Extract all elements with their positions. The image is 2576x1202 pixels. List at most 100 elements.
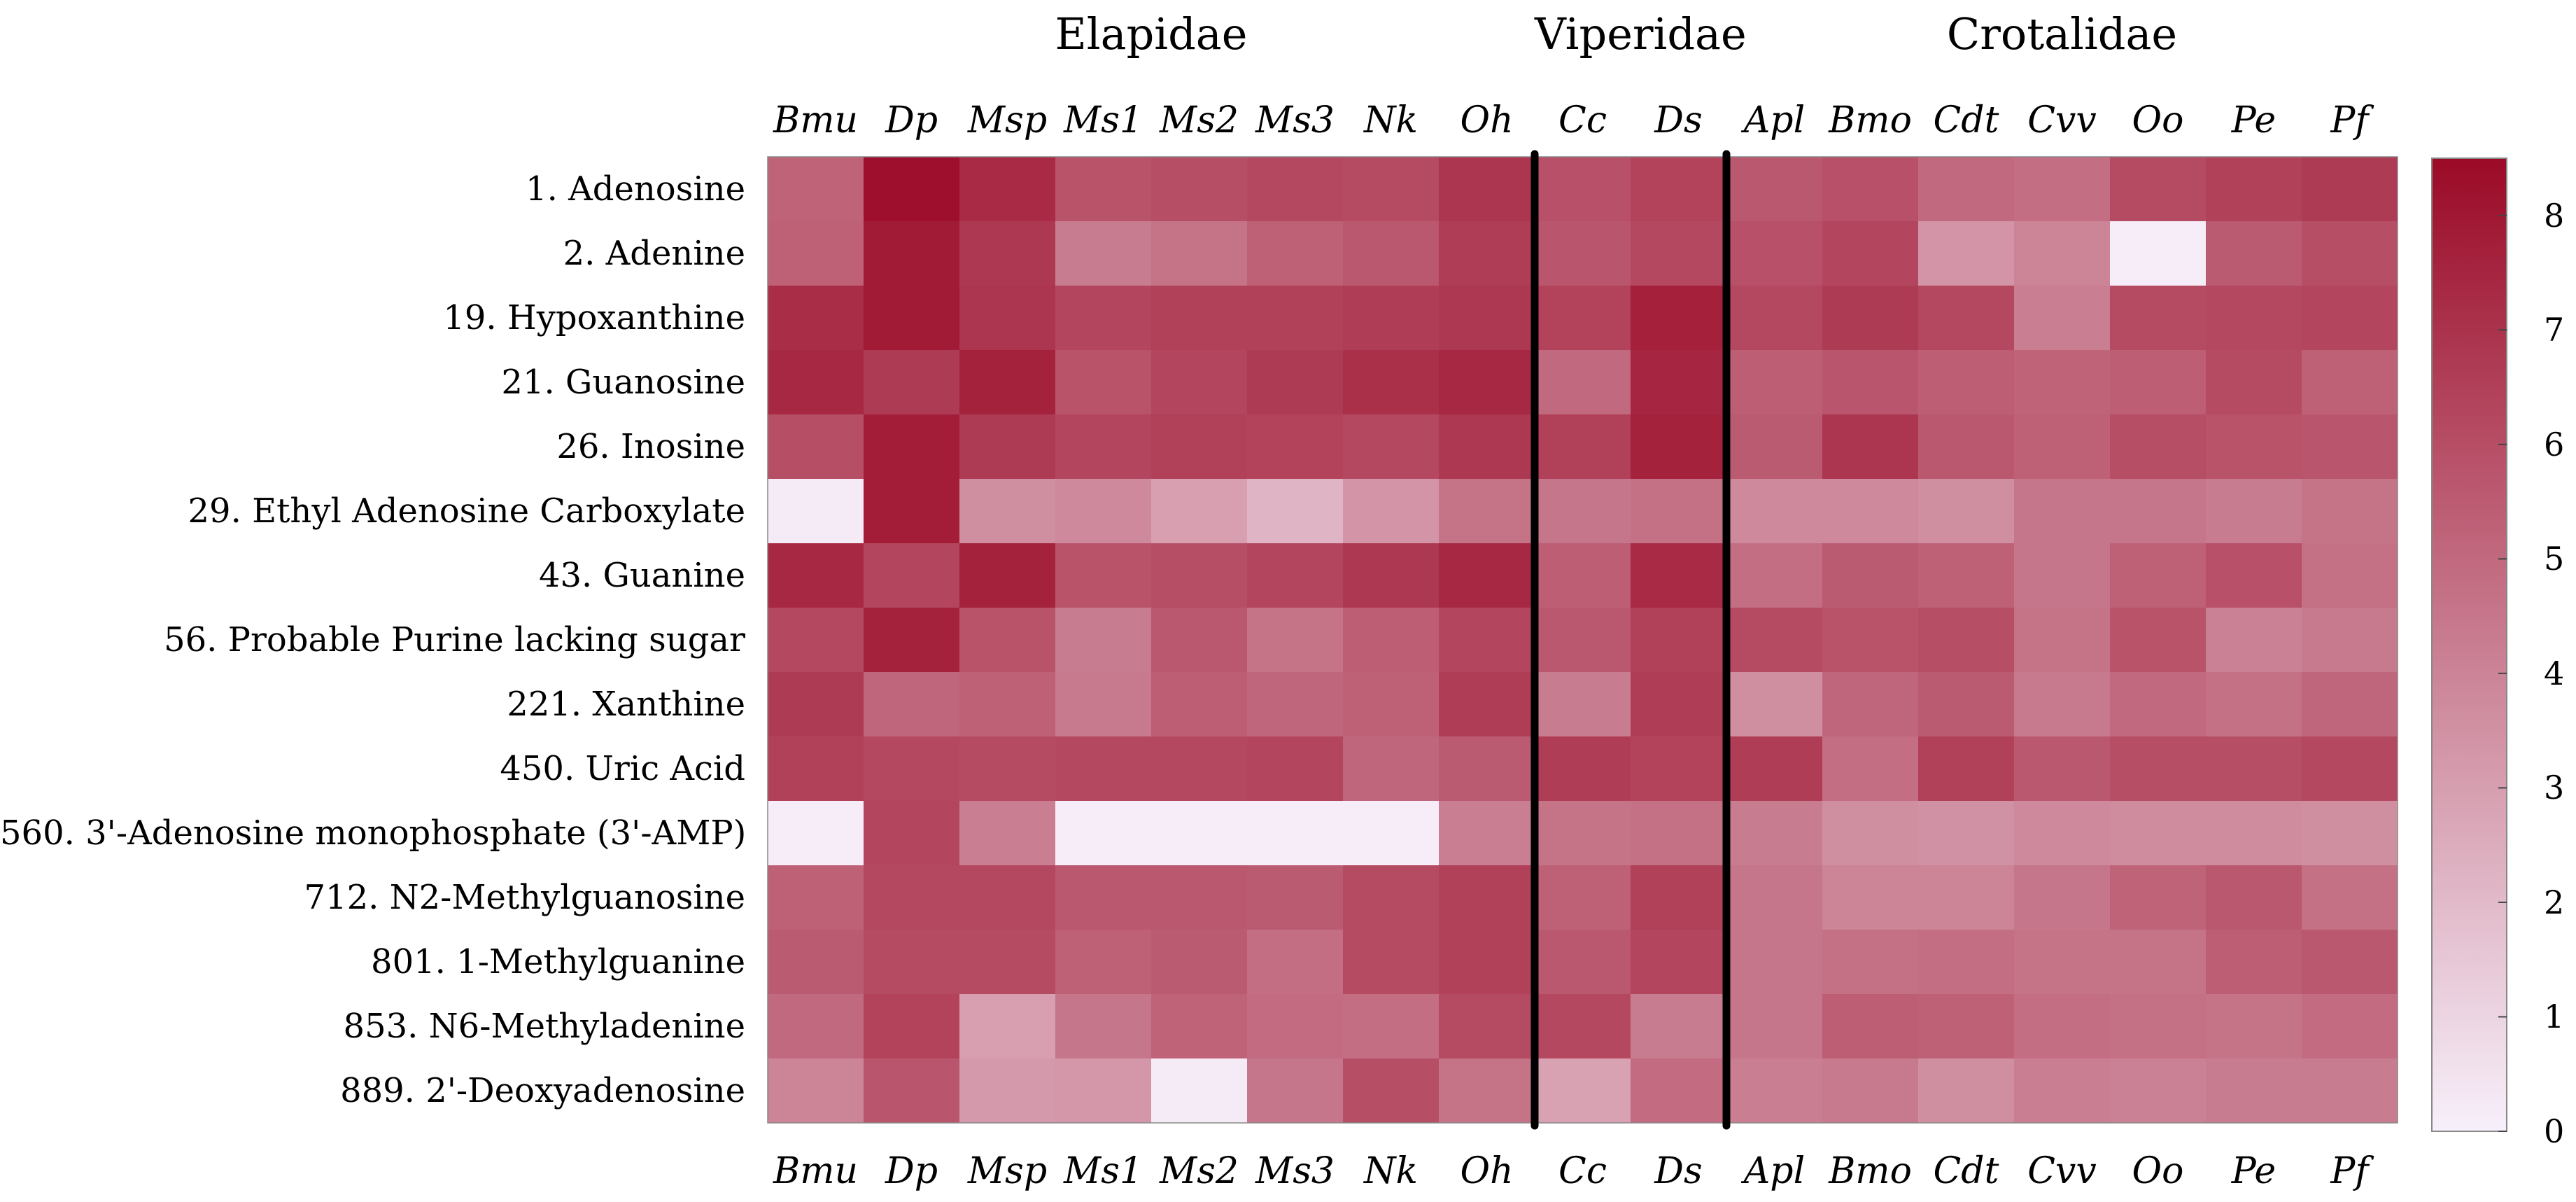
heatmap-cell: [2014, 414, 2111, 480]
heatmap-cell: [1631, 608, 1727, 673]
heatmap-cell: [1343, 543, 1440, 608]
heatmap-cell: [1726, 1058, 1823, 1124]
heatmap-cell: [1918, 350, 2015, 415]
heatmap-cell: [768, 801, 864, 866]
heatmap-cell: [2014, 672, 2111, 737]
row-label: 21. Guanosine: [501, 363, 745, 402]
colorbar-tick-label: 6: [2544, 425, 2565, 463]
heatmap-cell: [1822, 543, 1919, 608]
heatmap-cell: [1631, 801, 1727, 866]
heatmap-cell: [1535, 608, 1631, 673]
column-label-top: Apl: [1743, 99, 1806, 141]
colorbar-tick-label: 5: [2544, 540, 2565, 578]
column-label-bottom: Ms1: [1063, 1150, 1143, 1192]
heatmap-cell: [2110, 994, 2207, 1059]
heatmap-cell: [1726, 543, 1823, 608]
heatmap-cell: [768, 350, 864, 415]
heatmap-cell: [1822, 865, 1919, 930]
heatmap-cell: [1631, 286, 1727, 351]
heatmap-cell: [2110, 672, 2207, 737]
heatmap-cell: [2302, 930, 2398, 995]
heatmap-cell: [1822, 672, 1919, 737]
heatmap-cell: [1918, 543, 2015, 608]
heatmap-cell: [2110, 157, 2207, 222]
heatmap-cell: [2014, 994, 2111, 1059]
heatmap-cell: [959, 286, 1056, 351]
heatmap-cell: [1439, 1058, 1535, 1124]
heatmap-cell: [1055, 801, 1152, 866]
heatmap-cell: [1726, 865, 1823, 930]
heatmap-cell: [1726, 930, 1823, 995]
heatmap-cell: [1631, 157, 1727, 222]
heatmap-cell: [2110, 350, 2207, 415]
heatmap-cell: [1247, 994, 1344, 1059]
heatmap-cell: [1822, 736, 1919, 802]
heatmap-cell: [1247, 157, 1344, 222]
heatmap-cell: [1055, 736, 1152, 802]
heatmap-cell: [1918, 736, 2015, 802]
heatmap-cell: [2206, 414, 2302, 480]
column-label-top: Dp: [885, 99, 938, 141]
column-label-top: Ms1: [1063, 99, 1143, 141]
heatmap-cell: [1343, 221, 1440, 286]
column-label-top: Pf: [2330, 99, 2369, 141]
heatmap-cell: [2206, 608, 2302, 673]
heatmap-cell: [2014, 350, 2111, 415]
heatmap-cell: [2302, 736, 2398, 802]
heatmap-cell: [1055, 543, 1152, 608]
row-label: 450. Uric Acid: [500, 749, 745, 788]
heatmap-cell: [2110, 608, 2207, 673]
heatmap-cell: [1726, 221, 1823, 286]
heatmap-cell: [1631, 930, 1727, 995]
heatmap-cell: [1918, 994, 2015, 1059]
heatmap-cell: [1631, 672, 1727, 737]
heatmap-cell: [1535, 1058, 1631, 1124]
heatmap-cell: [1726, 608, 1823, 673]
heatmap-cell: [2110, 801, 2207, 866]
heatmap-cell: [959, 930, 1056, 995]
heatmap-cell: [1535, 350, 1631, 415]
row-label: 26. Inosine: [556, 427, 745, 466]
heatmap-cell: [2110, 1058, 2207, 1124]
row-label: 1. Adenosine: [526, 169, 745, 209]
column-label-top: Ms2: [1159, 99, 1239, 141]
heatmap-cell: [1343, 801, 1440, 866]
heatmap-cell: [2206, 1058, 2302, 1124]
heatmap-cell: [2302, 414, 2398, 480]
heatmap-cell: [2302, 672, 2398, 737]
heatmap-cell: [2206, 801, 2302, 866]
heatmap-cell: [1247, 865, 1344, 930]
heatmap-cell: [1822, 414, 1919, 480]
heatmap-cell: [1055, 221, 1152, 286]
heatmap-cell: [2206, 994, 2302, 1059]
heatmap-cell: [1439, 221, 1535, 286]
heatmap-cell: [1439, 736, 1535, 802]
heatmap-cell: [864, 672, 960, 737]
heatmap-cell: [1918, 1058, 2015, 1124]
heatmap-cell: [1918, 479, 2015, 544]
column-label-bottom: Cvv: [2027, 1150, 2097, 1192]
heatmap-cell: [2206, 157, 2302, 222]
heatmap-cell: [1535, 801, 1631, 866]
heatmap-cell: [1055, 1058, 1152, 1124]
heatmap-cell: [2110, 865, 2207, 930]
heatmap-cell: [959, 221, 1056, 286]
heatmap-cell: [1918, 930, 2015, 995]
heatmap-cell: [1055, 286, 1152, 351]
heatmap-cell: [768, 221, 864, 286]
heatmap-cell: [768, 157, 864, 222]
row-label: 853. N6-Methyladenine: [343, 1007, 745, 1046]
heatmap-cell: [2302, 350, 2398, 415]
heatmap-cell: [864, 801, 960, 866]
heatmap-cell: [1151, 1058, 1248, 1124]
heatmap-cell: [1055, 608, 1152, 673]
column-label-top: Ms3: [1255, 99, 1335, 141]
heatmap-cell: [1631, 994, 1727, 1059]
heatmap-cell: [864, 479, 960, 544]
heatmap-cell: [1535, 543, 1631, 608]
heatmap-cell: [2302, 479, 2398, 544]
heatmap-cell: [1918, 414, 2015, 480]
heatmap-cell: [1918, 865, 2015, 930]
heatmap-cell: [1726, 350, 1823, 415]
heatmap-cell: [2302, 801, 2398, 866]
